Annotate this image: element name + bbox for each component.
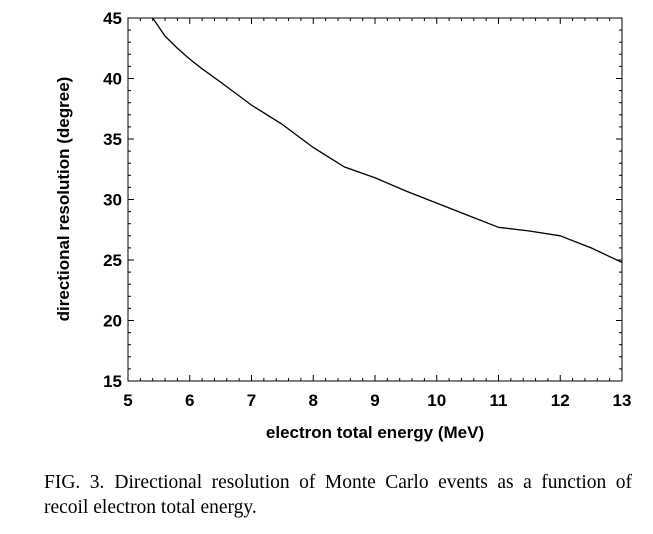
x-tick-label: 8: [309, 391, 318, 410]
x-axis-title: electron total energy (MeV): [266, 423, 484, 442]
y-tick-label: 40: [103, 70, 122, 89]
x-tick-label: 13: [613, 391, 632, 410]
y-tick-label: 45: [103, 9, 122, 28]
x-tick-label: 12: [551, 391, 570, 410]
tick-labels: 5 6 7 8 9 10 11 12 13 15 20 25 30 35 40 45: [103, 9, 631, 410]
y-tick-label: 15: [103, 372, 122, 391]
figure-caption: FIG. 3. Directional resolution of Monte C…: [44, 470, 632, 520]
x-tick-label: 11: [490, 391, 508, 410]
y-tick-label: 25: [103, 251, 122, 270]
series-layer: [152, 17, 623, 264]
y-tick-label: 30: [103, 191, 122, 210]
x-tick-label: 9: [370, 391, 379, 410]
x-tick-label: 5: [123, 391, 132, 410]
y-axis-title: directional resolution (degree): [54, 77, 73, 322]
y-tick-label: 20: [103, 312, 122, 331]
caption-text: Directional resolution of Monte Carlo ev…: [44, 472, 633, 518]
tick-marks: [127, 17, 623, 382]
line-chart: 5 6 7 8 9 10 11 12 13 15 20 25 30 35 40 45 electron tot…: [54, 9, 631, 442]
x-tick-label: 7: [247, 391, 256, 410]
figure-label: FIG. 3.: [44, 472, 105, 493]
series-line: [152, 17, 623, 264]
x-tick-label: 10: [427, 391, 446, 410]
plot-frame: [127, 17, 623, 382]
y-tick-label: 35: [103, 130, 122, 149]
x-tick-label: 6: [185, 391, 194, 410]
